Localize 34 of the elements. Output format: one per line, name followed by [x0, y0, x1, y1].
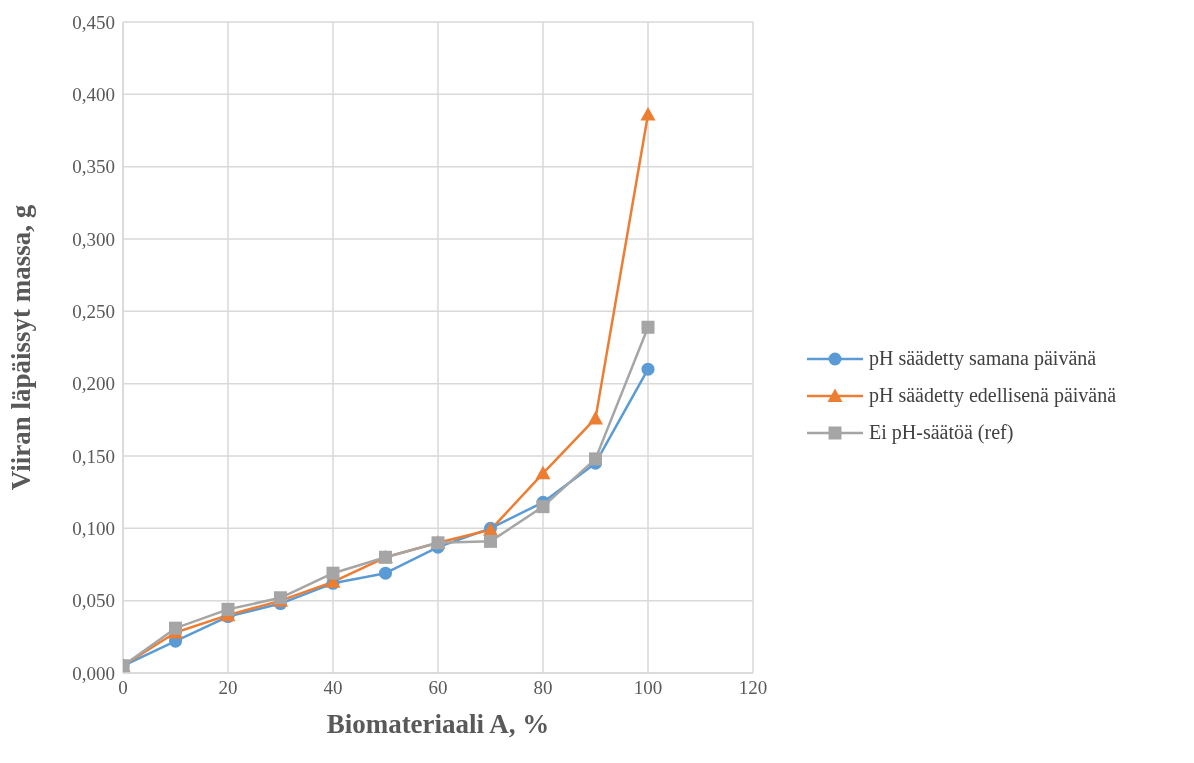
y-tick-label: 0,250: [72, 301, 115, 323]
x-axis-title: Biomateriaali A, %: [326, 709, 550, 739]
y-tick-label: 0,350: [72, 156, 115, 178]
point: [221, 602, 235, 616]
legend-label: pH säädetty samana päivänä: [869, 347, 1097, 370]
point: [588, 410, 603, 425]
point: [169, 621, 182, 635]
y-tick-label: 0,400: [72, 84, 115, 106]
y-tick-label: 0,150: [72, 445, 115, 467]
x-tick-label: 40: [323, 677, 343, 699]
point: [379, 566, 392, 580]
point: [536, 500, 550, 514]
y-tick-label: 0,100: [72, 518, 115, 540]
y-tick-label: 0,050: [72, 590, 115, 612]
point: [326, 566, 340, 580]
x-tick-label: 100: [633, 677, 663, 699]
x-tick-label: 60: [428, 677, 448, 699]
y-tick-label: 0,200: [72, 373, 115, 395]
x-tick-label: 0: [118, 677, 128, 699]
legend-label: pH säädetty edellisenä päivänä: [869, 384, 1117, 407]
y-axis-title: Viiran läpäissyt massa, g: [5, 204, 36, 491]
y-tick-label: 0,000: [72, 662, 115, 684]
y-tick-label: 0,300: [72, 228, 115, 250]
x-tick-label: 20: [218, 677, 238, 699]
y-tick-label: 0,450: [72, 11, 115, 33]
legend-label: Ei pH-säätöä (ref): [869, 421, 1014, 444]
point: [640, 107, 656, 121]
point: [589, 452, 602, 466]
x-tick-label: 80: [533, 677, 553, 699]
point: [484, 534, 497, 548]
x-tick-label: 120: [738, 677, 768, 699]
point: [535, 465, 551, 480]
point: [641, 362, 655, 376]
point: [641, 320, 655, 334]
